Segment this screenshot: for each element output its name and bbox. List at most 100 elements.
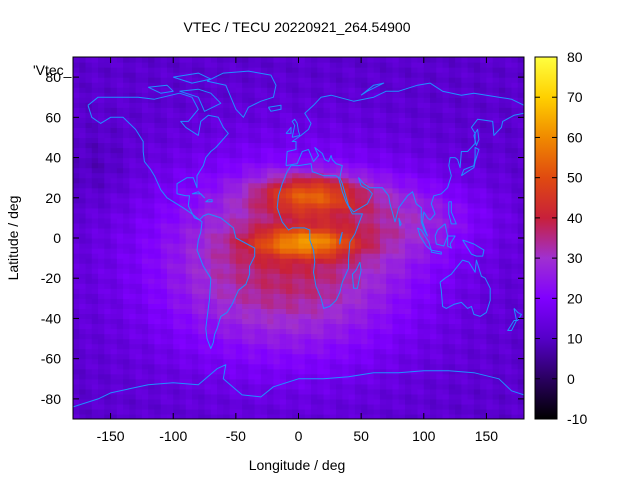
heatmap-cell bbox=[204, 248, 212, 254]
heatmap-cell bbox=[480, 253, 488, 259]
heatmap-cell bbox=[442, 393, 450, 400]
heatmap-cell bbox=[173, 338, 181, 345]
heatmap-cell bbox=[285, 212, 293, 219]
heatmap-cell bbox=[166, 97, 174, 103]
heatmap-cell bbox=[404, 87, 412, 93]
heatmap-cell bbox=[430, 258, 437, 264]
heatmap-cell bbox=[411, 172, 419, 179]
heatmap-cell bbox=[185, 313, 193, 320]
heatmap-cell bbox=[311, 398, 318, 405]
heatmap-cell bbox=[198, 253, 206, 259]
heatmap-cell bbox=[85, 227, 93, 234]
heatmap-cell bbox=[317, 172, 325, 179]
heatmap-cell bbox=[116, 97, 124, 103]
heatmap-cell bbox=[235, 358, 243, 365]
heatmap-cell bbox=[455, 122, 462, 128]
heatmap-cell bbox=[254, 288, 262, 294]
heatmap-cell bbox=[292, 388, 300, 395]
heatmap-cell bbox=[154, 293, 162, 299]
heatmap-cell bbox=[116, 107, 124, 113]
heatmap-cell bbox=[135, 313, 143, 320]
heatmap-cell bbox=[223, 222, 231, 229]
heatmap-cell bbox=[285, 403, 293, 410]
heatmap-cell bbox=[492, 157, 500, 164]
heatmap-cell bbox=[379, 132, 387, 139]
heatmap-cell bbox=[223, 177, 231, 184]
heatmap-cell bbox=[461, 348, 469, 355]
heatmap-cell bbox=[160, 388, 168, 395]
heatmap-cell bbox=[242, 167, 249, 174]
heatmap-cell bbox=[298, 207, 306, 214]
heatmap-cell bbox=[235, 122, 243, 128]
heatmap-cell bbox=[179, 358, 187, 365]
heatmap-cell bbox=[317, 187, 325, 194]
heatmap-cell bbox=[79, 338, 87, 345]
heatmap-cell bbox=[104, 157, 112, 164]
heatmap-cell bbox=[223, 127, 231, 134]
heatmap-cell bbox=[242, 348, 249, 355]
heatmap-cell bbox=[467, 408, 475, 415]
heatmap-cell bbox=[448, 313, 456, 320]
heatmap-cell bbox=[455, 132, 462, 139]
heatmap-cell bbox=[185, 227, 193, 234]
heatmap-cell bbox=[292, 373, 300, 380]
heatmap-cell bbox=[379, 172, 387, 179]
heatmap-cell bbox=[311, 87, 318, 93]
heatmap-cell bbox=[160, 92, 168, 98]
heatmap-cell bbox=[210, 172, 218, 179]
heatmap-cell bbox=[85, 152, 93, 159]
heatmap-cell bbox=[292, 172, 300, 179]
heatmap-cell bbox=[141, 378, 149, 385]
heatmap-cell bbox=[160, 308, 168, 315]
heatmap-cell bbox=[292, 353, 300, 360]
heatmap-cell bbox=[267, 102, 275, 108]
heatmap-cell bbox=[404, 388, 412, 395]
heatmap-cell bbox=[473, 102, 481, 108]
heatmap-cell bbox=[404, 92, 412, 98]
heatmap-cell bbox=[379, 253, 387, 259]
heatmap-cell bbox=[386, 273, 394, 279]
heatmap-cell bbox=[198, 92, 206, 98]
heatmap-cell bbox=[210, 232, 218, 239]
heatmap-cell bbox=[323, 268, 331, 274]
heatmap-cell bbox=[492, 348, 500, 355]
heatmap-cell bbox=[304, 67, 312, 73]
heatmap-cell bbox=[285, 87, 293, 93]
heatmap-cell bbox=[204, 363, 212, 370]
heatmap-cell bbox=[242, 383, 249, 390]
heatmap-cell bbox=[104, 268, 112, 274]
heatmap-cell bbox=[98, 368, 105, 375]
heatmap-cell bbox=[279, 192, 287, 199]
heatmap-cell bbox=[79, 303, 87, 309]
heatmap-cell bbox=[498, 172, 506, 179]
heatmap-cell bbox=[329, 152, 337, 159]
heatmap-cell bbox=[154, 348, 162, 355]
heatmap-cell bbox=[404, 147, 412, 154]
heatmap-cell bbox=[336, 363, 343, 370]
heatmap-cell bbox=[342, 217, 350, 224]
heatmap-cell bbox=[473, 182, 481, 189]
heatmap-cell bbox=[505, 313, 513, 320]
heatmap-cell bbox=[311, 243, 318, 249]
heatmap-cell bbox=[480, 172, 488, 179]
heatmap-cell bbox=[423, 288, 431, 294]
heatmap-cell bbox=[91, 363, 99, 370]
heatmap-cell bbox=[204, 388, 212, 395]
heatmap-cell bbox=[210, 378, 218, 385]
heatmap-cell bbox=[160, 343, 168, 350]
heatmap-cell bbox=[98, 62, 105, 68]
heatmap-cell bbox=[448, 202, 456, 209]
heatmap-cell bbox=[354, 303, 362, 309]
heatmap-cell bbox=[185, 383, 193, 390]
heatmap-cell bbox=[123, 147, 130, 154]
heatmap-cell bbox=[229, 87, 237, 93]
heatmap-cell bbox=[285, 408, 293, 415]
heatmap-cell bbox=[436, 227, 444, 234]
heatmap-cell bbox=[223, 408, 231, 415]
heatmap-cell bbox=[480, 167, 488, 174]
heatmap-cell bbox=[480, 263, 488, 269]
heatmap-cell bbox=[254, 283, 262, 289]
heatmap-cell bbox=[185, 132, 193, 139]
heatmap-cell bbox=[267, 403, 275, 410]
